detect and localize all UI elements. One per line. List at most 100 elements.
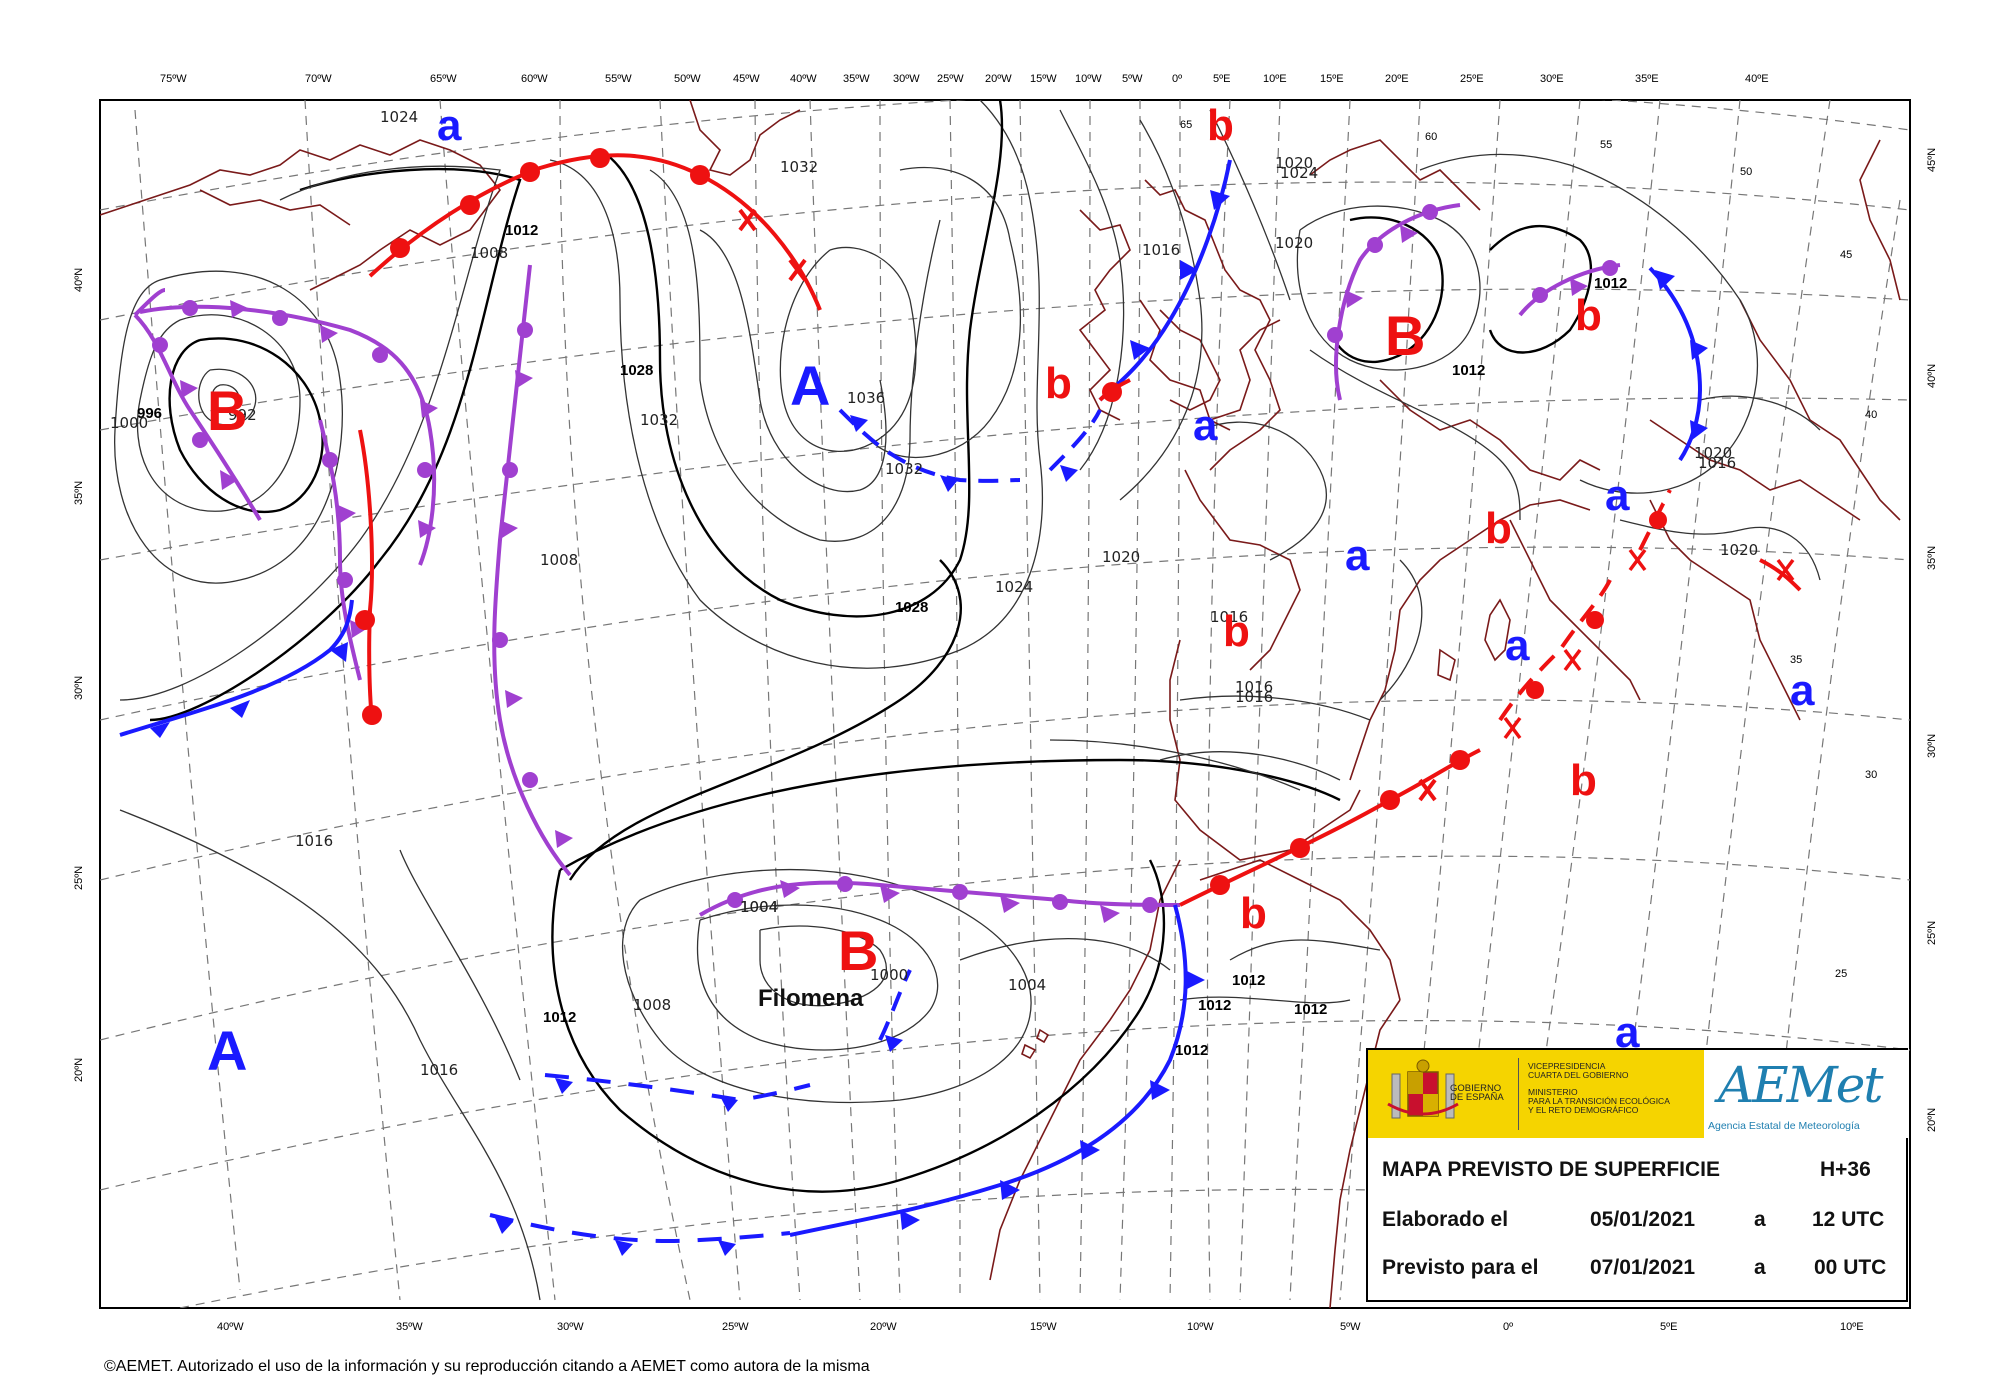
- ministry-line5: Y EL RETO DEMOGRÁFICO: [1528, 1105, 1639, 1115]
- coastlines: [100, 100, 1901, 1308]
- low-high-center: a: [437, 101, 462, 150]
- isobar-label: 1032: [885, 460, 923, 478]
- coat-of-arms-icon: [1387, 1059, 1459, 1119]
- svg-text:65ºW: 65ºW: [430, 73, 457, 85]
- isobar-label: 1036: [847, 389, 885, 407]
- valid-label: Previsto para el: [1382, 1256, 1539, 1279]
- svg-text:35ºN: 35ºN: [73, 481, 85, 505]
- svg-text:60ºW: 60ºW: [521, 73, 548, 85]
- isobar-label: 1004: [1008, 976, 1046, 994]
- ministry-line2: CUARTA DEL GOBIERNO: [1528, 1070, 1629, 1080]
- made-time: 12 UTC: [1812, 1208, 1885, 1231]
- pressure-centers: a b B A b a B b a b a b a a b b B A a Fi…: [207, 101, 1815, 1082]
- aemet-wordmark: AEMet: [1718, 1056, 1883, 1114]
- isobar-label: 1016: [295, 832, 333, 850]
- svg-text:55ºW: 55ºW: [605, 73, 632, 85]
- svg-text:20ºW: 20ºW: [985, 73, 1012, 85]
- svg-text:40: 40: [1865, 409, 1877, 421]
- svg-text:20ºN: 20ºN: [1926, 1108, 1938, 1132]
- svg-text:10ºW: 10ºW: [1075, 73, 1102, 85]
- isobar-label: 1028: [895, 599, 928, 616]
- svg-text:25ºW: 25ºW: [722, 1321, 749, 1333]
- isobar-labels: 1024 1028 1032 1012 1008 996 992 1000 10…: [110, 108, 1758, 1079]
- aemet-logo: AEMet Agencia Estatal de Meteorología: [1704, 1050, 1908, 1138]
- occluded-fronts: [133, 203, 1621, 923]
- isobar-label: 1016: [1235, 678, 1273, 696]
- svg-text:0º: 0º: [1172, 73, 1182, 85]
- svg-text:65: 65: [1180, 119, 1192, 131]
- svg-text:30ºE: 30ºE: [1540, 73, 1564, 85]
- isobar-label: 1016: [1698, 454, 1736, 472]
- high-center: A: [207, 1019, 247, 1082]
- gov-line1: GOBIERNO: [1450, 1083, 1502, 1094]
- isobar-label: 1012: [543, 1009, 576, 1026]
- isobar-label: 1016: [1210, 608, 1248, 626]
- svg-text:40ºW: 40ºW: [217, 1321, 244, 1333]
- longitude-labels-bottom: 40ºW 35ºW 30ºW 25ºW 20ºW 15ºW 10ºW 5ºW 0…: [217, 1321, 1864, 1333]
- svg-text:75ºW: 75ºW: [160, 73, 187, 85]
- svg-text:15ºW: 15ºW: [1030, 73, 1057, 85]
- longitude-labels-top: 75ºW 70ºW 65ºW 60ºW 55ºW 50ºW 45ºW 40ºW …: [160, 73, 1769, 85]
- svg-text:35ºN: 35ºN: [1926, 546, 1938, 570]
- made-date: 05/01/2021: [1590, 1208, 1696, 1231]
- svg-text:25: 25: [1835, 968, 1847, 980]
- svg-text:5ºE: 5ºE: [1660, 1321, 1677, 1333]
- copyright-notice: ©AEMET. Autorizado el uso de la informac…: [104, 1358, 870, 1375]
- isobar-label: 1000: [870, 966, 908, 984]
- svg-text:40ºN: 40ºN: [73, 268, 85, 292]
- svg-text:25ºN: 25ºN: [73, 866, 85, 890]
- svg-text:25ºE: 25ºE: [1460, 73, 1484, 85]
- info-box: GOBIERNO DE ESPAÑA VICEPRESIDENCIA CUART…: [1366, 1048, 1908, 1302]
- graticule-parallels: [100, 100, 1910, 1308]
- low-center-filomena: B: [838, 919, 878, 982]
- svg-text:30ºW: 30ºW: [893, 73, 920, 85]
- svg-text:55: 55: [1600, 139, 1612, 151]
- low-high-center: b: [1207, 101, 1234, 150]
- isobar-label: 1012: [1294, 1001, 1327, 1018]
- isobar-label: 1004: [740, 898, 778, 916]
- latitude-labels-right: 45ºN 40ºN 35ºN 30ºN 25ºN 20ºN: [1926, 148, 1938, 1132]
- low-high-center: a: [1605, 471, 1630, 520]
- low-high-center: a: [1193, 401, 1218, 450]
- svg-text:5ºW: 5ºW: [1122, 73, 1143, 85]
- isobar-label: 1012: [505, 222, 538, 239]
- isobar-label: 1008: [540, 551, 578, 569]
- svg-text:45: 45: [1840, 249, 1852, 261]
- svg-text:10ºE: 10ºE: [1263, 73, 1287, 85]
- svg-text:45ºN: 45ºN: [1926, 148, 1938, 172]
- svg-text:0º: 0º: [1503, 1321, 1513, 1333]
- svg-text:30ºN: 30ºN: [1926, 734, 1938, 758]
- ministry-line1: VICEPRESIDENCIA: [1528, 1061, 1606, 1071]
- svg-text:35ºW: 35ºW: [843, 73, 870, 85]
- isobar-label: 1020: [1275, 154, 1313, 172]
- isobar-label: 1032: [640, 411, 678, 429]
- isobar-label: 1024: [995, 578, 1033, 596]
- gov-line2: DE ESPAÑA: [1450, 1092, 1504, 1103]
- isobar-label: 1012: [1175, 1042, 1208, 1059]
- svg-text:30ºN: 30ºN: [73, 676, 85, 700]
- isobar-label: 1016: [420, 1061, 458, 1079]
- low-high-center: a: [1345, 531, 1370, 580]
- low-high-center: b: [1570, 756, 1597, 805]
- isobar-label: 1000: [110, 414, 148, 432]
- svg-text:5ºW: 5ºW: [1340, 1321, 1361, 1333]
- map-title: MAPA PREVISTO DE SUPERFICIE: [1382, 1158, 1720, 1181]
- isobar-label: 1032: [780, 158, 818, 176]
- isobars: [114, 100, 1821, 1301]
- isobar-label: 1020: [1275, 234, 1313, 252]
- warm-fronts: [355, 148, 1481, 907]
- made-label: Elaborado el: [1382, 1208, 1509, 1231]
- isobar-label: 992: [228, 406, 257, 424]
- ministry-line3: MINISTERIO: [1528, 1087, 1578, 1097]
- valid-at: a: [1754, 1256, 1766, 1279]
- cold-fronts: [119, 159, 1708, 1237]
- low-high-center: b: [1485, 504, 1512, 553]
- svg-text:15ºW: 15ºW: [1030, 1321, 1057, 1333]
- low-high-center: b: [1223, 607, 1250, 656]
- isobar-label: 1012: [1594, 275, 1627, 292]
- svg-text:20ºN: 20ºN: [73, 1058, 85, 1082]
- low-center: B: [207, 379, 247, 442]
- svg-text:25ºN: 25ºN: [1926, 921, 1938, 945]
- forecast-horizon: H+36: [1820, 1158, 1871, 1181]
- high-center: A: [790, 354, 830, 417]
